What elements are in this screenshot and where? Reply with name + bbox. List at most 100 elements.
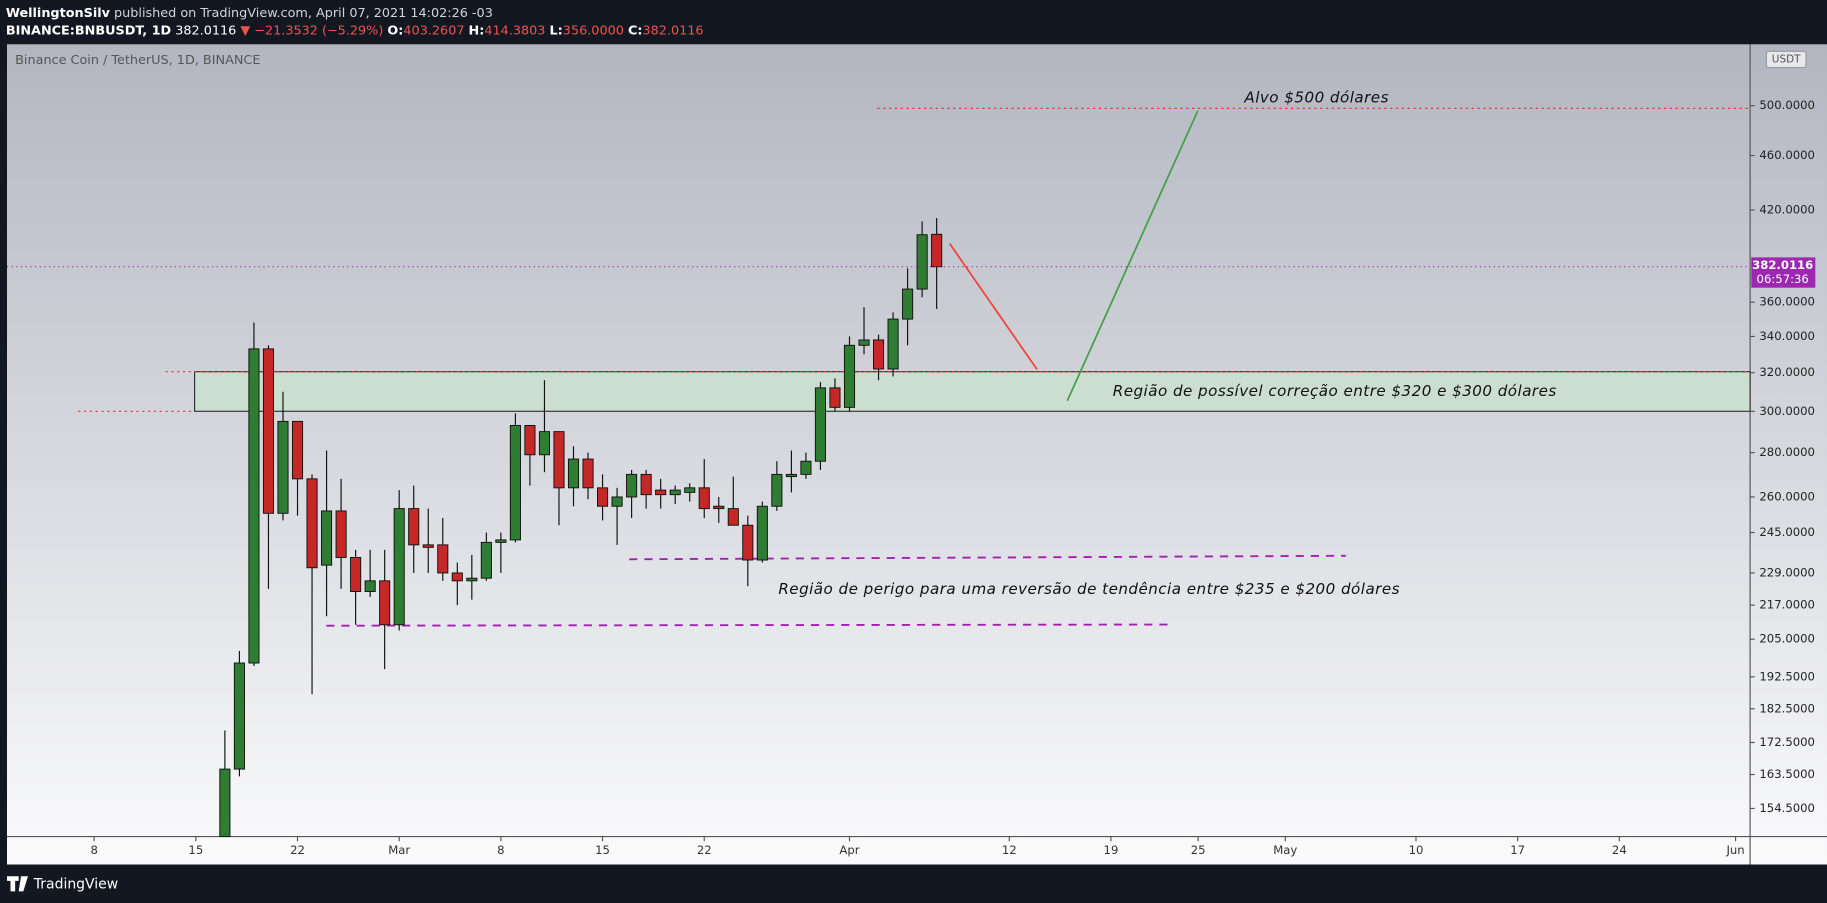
x-tick-label: 10 xyxy=(1409,843,1424,857)
ohlc-value: 414.3803 xyxy=(484,23,545,38)
candle-body xyxy=(538,431,551,456)
danger-line xyxy=(326,623,1169,627)
trend-line xyxy=(948,243,1038,370)
candle-body xyxy=(771,473,783,507)
y-tick-label: 229.0000 xyxy=(1759,565,1815,579)
candle-body xyxy=(553,431,565,489)
candle-body xyxy=(408,508,420,546)
symbol: BINANCE:BNBUSDT, 1D xyxy=(6,23,171,38)
x-tick-label: 22 xyxy=(290,843,305,857)
price-tag xyxy=(1751,257,1816,288)
annotation: Região de possível correção entre $320 e… xyxy=(1113,382,1557,400)
candle-body xyxy=(364,580,376,592)
y-tick-label: 245.0000 xyxy=(1759,525,1815,539)
candle-body xyxy=(248,348,260,664)
x-tick-label: 25 xyxy=(1191,843,1206,857)
annotation: Região de perigo para uma reversão de te… xyxy=(778,580,1400,598)
y-tick-label: 205.0000 xyxy=(1759,632,1815,646)
candle-body xyxy=(814,387,826,462)
candle-body xyxy=(800,460,812,475)
x-tick-label: 22 xyxy=(697,843,712,857)
ohlc-value: 356.0000 xyxy=(563,23,624,38)
x-tick-label: 8 xyxy=(90,843,97,857)
candle-body xyxy=(684,487,696,493)
y-tick-label: 217.0000 xyxy=(1759,598,1815,612)
y-tick-label: 154.5000 xyxy=(1759,801,1815,815)
symbol-line: BINANCE:BNBUSDT, 1D 382.0116 ▼ −21.3532 … xyxy=(6,23,704,38)
candle-body xyxy=(233,662,245,770)
candle-body xyxy=(321,510,333,566)
x-tick-label: Apr xyxy=(839,843,859,857)
y-tick-label: 340.0000 xyxy=(1759,329,1815,343)
author: WellingtonSilv xyxy=(6,5,111,20)
x-tick-label: 15 xyxy=(188,843,203,857)
y-tick-label: 280.0000 xyxy=(1759,445,1815,459)
candle-body xyxy=(466,577,478,582)
published: published on TradingView.com, April 07, … xyxy=(114,5,493,20)
candle-body xyxy=(422,544,434,548)
y-tick-label: 172.5000 xyxy=(1759,735,1815,749)
ohlc-value: 403.2607 xyxy=(403,23,464,38)
currency-box xyxy=(1765,50,1807,69)
candle-body xyxy=(524,424,536,456)
annotation: Alvo $500 dólares xyxy=(1243,88,1389,106)
x-tick-label: 17 xyxy=(1510,843,1525,857)
chart-background xyxy=(7,44,1827,865)
candle-body xyxy=(872,339,885,370)
y-tick-label: 500.0000 xyxy=(1759,98,1815,112)
down-arrow: ▼ xyxy=(240,23,250,38)
logo xyxy=(7,876,28,892)
correction-zone xyxy=(194,371,1751,412)
x-tick-label: May xyxy=(1273,843,1297,857)
y-tick-label: 420.0000 xyxy=(1759,202,1815,216)
candle-body xyxy=(626,473,638,498)
trend-line xyxy=(1066,110,1199,402)
x-tick-label: 12 xyxy=(1002,843,1017,857)
y-tick-label: 360.0000 xyxy=(1759,295,1815,309)
candle-body xyxy=(451,572,463,582)
candle-body xyxy=(277,420,289,514)
candle-body xyxy=(350,556,362,592)
candle-body xyxy=(582,458,594,489)
y-tick-label: 192.5000 xyxy=(1759,669,1815,683)
candle-body xyxy=(902,288,914,320)
ohlc-key: H: xyxy=(469,23,485,38)
candle-body xyxy=(727,508,739,526)
candle-body xyxy=(379,580,391,626)
y-tick-label: 460.0000 xyxy=(1759,148,1815,162)
chart-title: Binance Coin / TetherUS, 1D, BINANCE xyxy=(15,53,260,68)
candle-body xyxy=(306,478,318,569)
candle-body xyxy=(887,318,899,370)
candle-body xyxy=(742,524,754,561)
candle-body xyxy=(713,505,725,510)
ohlc-key: C: xyxy=(628,23,643,38)
footer-bar xyxy=(0,864,1827,903)
candle-body xyxy=(843,344,856,408)
price-tag-label: 382.0116 xyxy=(1752,258,1813,272)
candle-body xyxy=(567,458,580,489)
currency: USDT xyxy=(1772,53,1801,65)
ohlc-value: 382.0116 xyxy=(642,23,703,38)
candle-body xyxy=(262,348,275,514)
footer-brand: TradingView xyxy=(33,876,118,892)
candle-body xyxy=(611,496,623,507)
candle-body xyxy=(219,768,231,838)
candle-body xyxy=(698,487,710,510)
danger-line xyxy=(629,554,1346,561)
y-tick-label: 163.5000 xyxy=(1759,767,1815,781)
candle-body xyxy=(916,234,928,290)
ohlc-key: O: xyxy=(387,23,403,38)
header-line: WellingtonSilv published on TradingView.… xyxy=(6,5,493,20)
candle-body xyxy=(437,544,449,574)
candle-body xyxy=(335,510,347,558)
candle-body xyxy=(931,233,943,268)
y-tick-label: 300.0000 xyxy=(1759,404,1815,418)
y-tick-label: 320.0000 xyxy=(1759,365,1815,379)
candle-body xyxy=(655,489,667,496)
last-price: 382.0116 xyxy=(175,23,236,38)
y-tick-label: 182.5000 xyxy=(1759,701,1815,715)
candle-body xyxy=(495,539,507,543)
x-tick-label: 24 xyxy=(1612,843,1627,857)
